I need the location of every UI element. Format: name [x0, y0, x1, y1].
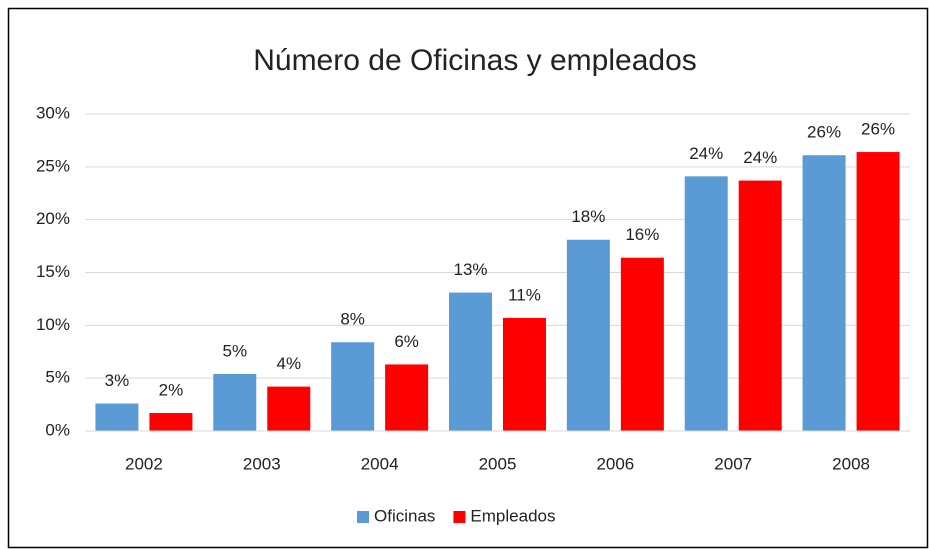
- y-tick-label: 20%: [36, 209, 70, 228]
- y-tick-label: 25%: [36, 156, 70, 175]
- chart-title: Número de Oficinas y empleados: [253, 44, 697, 77]
- bar: [856, 152, 900, 432]
- y-tick-label: 30%: [36, 103, 70, 122]
- bar: [95, 403, 139, 431]
- y-tick-label: 10%: [36, 315, 70, 334]
- x-tick-label: 2007: [714, 454, 752, 473]
- bar: [802, 155, 846, 431]
- legend-swatch: [453, 511, 466, 523]
- data-label: 13%: [453, 260, 487, 279]
- data-label: 6%: [394, 332, 419, 351]
- bar: [503, 317, 546, 431]
- bar: [566, 239, 610, 431]
- y-tick-label: 15%: [36, 262, 70, 281]
- data-label: 5%: [222, 341, 247, 360]
- data-label: 4%: [276, 354, 301, 373]
- data-label: 24%: [689, 144, 723, 163]
- data-label: 24%: [743, 148, 777, 167]
- bar: [738, 180, 782, 431]
- data-label: 8%: [340, 310, 365, 329]
- x-tick-label: 2005: [479, 454, 517, 473]
- x-tick-label: 2008: [832, 454, 870, 473]
- x-tick-label: 2002: [125, 454, 163, 473]
- data-label: 26%: [861, 120, 895, 139]
- data-label: 2%: [159, 381, 184, 400]
- bar: [449, 292, 492, 431]
- bar: [385, 364, 429, 431]
- bar: [149, 413, 193, 431]
- legend-label: Oficinas: [374, 506, 435, 525]
- data-label: 11%: [508, 285, 541, 304]
- bar: [331, 342, 375, 431]
- y-tick-label: 0%: [45, 420, 70, 439]
- bar: [213, 373, 257, 431]
- data-label: 26%: [807, 123, 841, 142]
- data-label: 3%: [105, 371, 130, 390]
- bar: [684, 176, 728, 431]
- x-tick-label: 2004: [361, 454, 399, 473]
- data-label: 18%: [571, 207, 605, 226]
- x-tick-label: 2006: [596, 454, 634, 473]
- y-tick-label: 5%: [45, 368, 70, 387]
- legend-label: Empleados: [470, 506, 555, 525]
- bar: [267, 386, 311, 431]
- data-label: 16%: [625, 225, 659, 244]
- bar: [620, 257, 664, 431]
- x-tick-label: 2003: [243, 454, 281, 473]
- legend-swatch: [357, 511, 369, 523]
